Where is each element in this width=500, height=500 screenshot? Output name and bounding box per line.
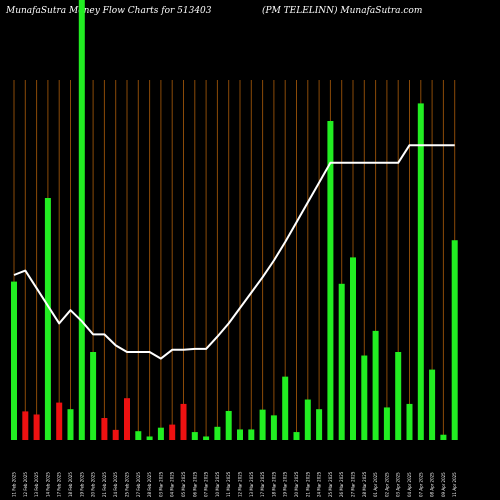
bar-up: [90, 352, 97, 440]
x-tick-label: 20 Mar 2025: [294, 471, 299, 497]
x-tick-labels: 11 Feb 2025 12 Feb 2025 13 Feb 2025 14 Feb …: [12, 471, 458, 497]
bar-up: [203, 436, 210, 440]
bar-up: [395, 352, 402, 440]
bar-up: [259, 409, 266, 440]
bar-up: [282, 376, 289, 440]
x-tick-label: 25 Mar 2025: [328, 471, 333, 497]
bar-up: [78, 0, 85, 440]
x-tick-label: 25 Feb 2025: [125, 472, 130, 497]
bar-down: [169, 424, 176, 440]
x-tick-label: 20 Feb 2025: [91, 472, 96, 497]
x-tick-label: 17 Feb 2025: [57, 472, 62, 497]
bar-down: [56, 402, 63, 440]
x-tick-label: 12 Feb 2025: [23, 472, 28, 497]
bar-up: [338, 283, 345, 440]
bar-up: [44, 198, 51, 440]
x-tick-label: 11 Feb 2025: [12, 472, 17, 497]
x-tick-label: 03 Mar 2025: [158, 471, 163, 497]
bar-down: [112, 429, 119, 440]
bar-up: [417, 103, 424, 441]
bar-up: [135, 431, 142, 440]
x-tick-label: 28 Mar 2025: [362, 471, 367, 497]
x-tick-label: 02 Apr 2025: [384, 472, 389, 497]
x-tick-label: 03 Apr 2025: [396, 472, 401, 497]
money-flow-line-path: [13, 144, 455, 360]
x-tick-label: 24 Feb 2025: [113, 472, 118, 497]
x-tick-label: 11 Mar 2025: [226, 471, 231, 497]
x-tick-label: 12 Mar 2025: [238, 471, 243, 497]
bar-up: [225, 410, 232, 440]
bar-up: [304, 399, 311, 440]
x-tick-label: 06 Mar 2025: [192, 471, 197, 497]
bar-up: [191, 432, 198, 440]
x-tick-label: 07 Mar 2025: [204, 471, 209, 497]
x-tick-label: 24 Mar 2025: [317, 471, 322, 497]
x-tick-label: 19 Mar 2025: [283, 471, 288, 497]
x-tick-label: 05 Mar 2025: [181, 471, 186, 497]
bar-down: [101, 418, 108, 440]
x-tick-label: 28 Feb 2025: [147, 472, 152, 497]
x-tick-label: 14 Feb 2025: [45, 472, 50, 497]
x-tick-label: 04 Apr 2025: [407, 472, 412, 497]
x-tick-label: 18 Feb 2025: [68, 472, 73, 497]
x-tick-label: 07 Apr 2025: [418, 472, 423, 497]
bar-up: [327, 121, 334, 440]
x-tick-label: 08 Apr 2025: [430, 472, 435, 497]
x-tick-label: 19 Feb 2025: [79, 472, 84, 497]
bar-down: [22, 411, 29, 440]
bar-up: [406, 403, 413, 440]
bar-up: [440, 434, 447, 440]
bar-up: [350, 257, 356, 440]
x-tick-label: 21 Feb 2025: [102, 472, 107, 497]
bar-up: [11, 281, 17, 440]
x-tick-label: 13 Feb 2025: [34, 472, 39, 497]
x-tick-label: 27 Feb 2025: [136, 472, 141, 497]
bar-down: [33, 414, 40, 440]
bar-up: [248, 429, 255, 440]
chart-header-left: MunafaSutra Money Flow Charts for 513403: [6, 6, 212, 16]
bar-up: [361, 355, 368, 440]
gridlines: [13, 80, 456, 440]
x-tick-label: 13 Mar 2025: [249, 471, 254, 497]
bar-up: [372, 330, 379, 440]
bar-up: [451, 240, 458, 440]
x-tick-label: 21 Mar 2025: [305, 471, 310, 497]
x-tick-label: 17 Mar 2025: [260, 471, 265, 497]
x-tick-label: 11 Apr 2025: [452, 472, 457, 497]
bar-up: [429, 369, 436, 440]
x-tick-label: 18 Mar 2025: [271, 471, 276, 497]
bar-up: [383, 407, 390, 440]
bar-up: [67, 409, 74, 440]
bar-down: [124, 398, 130, 440]
x-tick-label: 26 Mar 2025: [339, 471, 344, 497]
bar-up: [146, 436, 153, 440]
chart-header-right: (PM TELELINN) MunafaSutra.com: [262, 6, 423, 16]
bar-up: [157, 427, 164, 440]
x-tick-label: 09 Apr 2025: [441, 472, 446, 497]
x-tick-label: 04 Mar 2025: [170, 471, 175, 497]
x-tick-label: 27 Mar 2025: [351, 471, 356, 497]
x-tick-label: 01 Apr 2025: [373, 472, 378, 497]
bar-up: [316, 409, 323, 440]
bars: [11, 0, 458, 441]
bar-up: [237, 429, 243, 440]
bar-up: [214, 426, 221, 440]
bar-up: [293, 432, 300, 440]
bar-up: [270, 415, 277, 440]
bar-down: [180, 403, 187, 440]
money-flow-line: [13, 144, 455, 360]
x-tick-label: 10 Mar 2025: [215, 471, 220, 497]
